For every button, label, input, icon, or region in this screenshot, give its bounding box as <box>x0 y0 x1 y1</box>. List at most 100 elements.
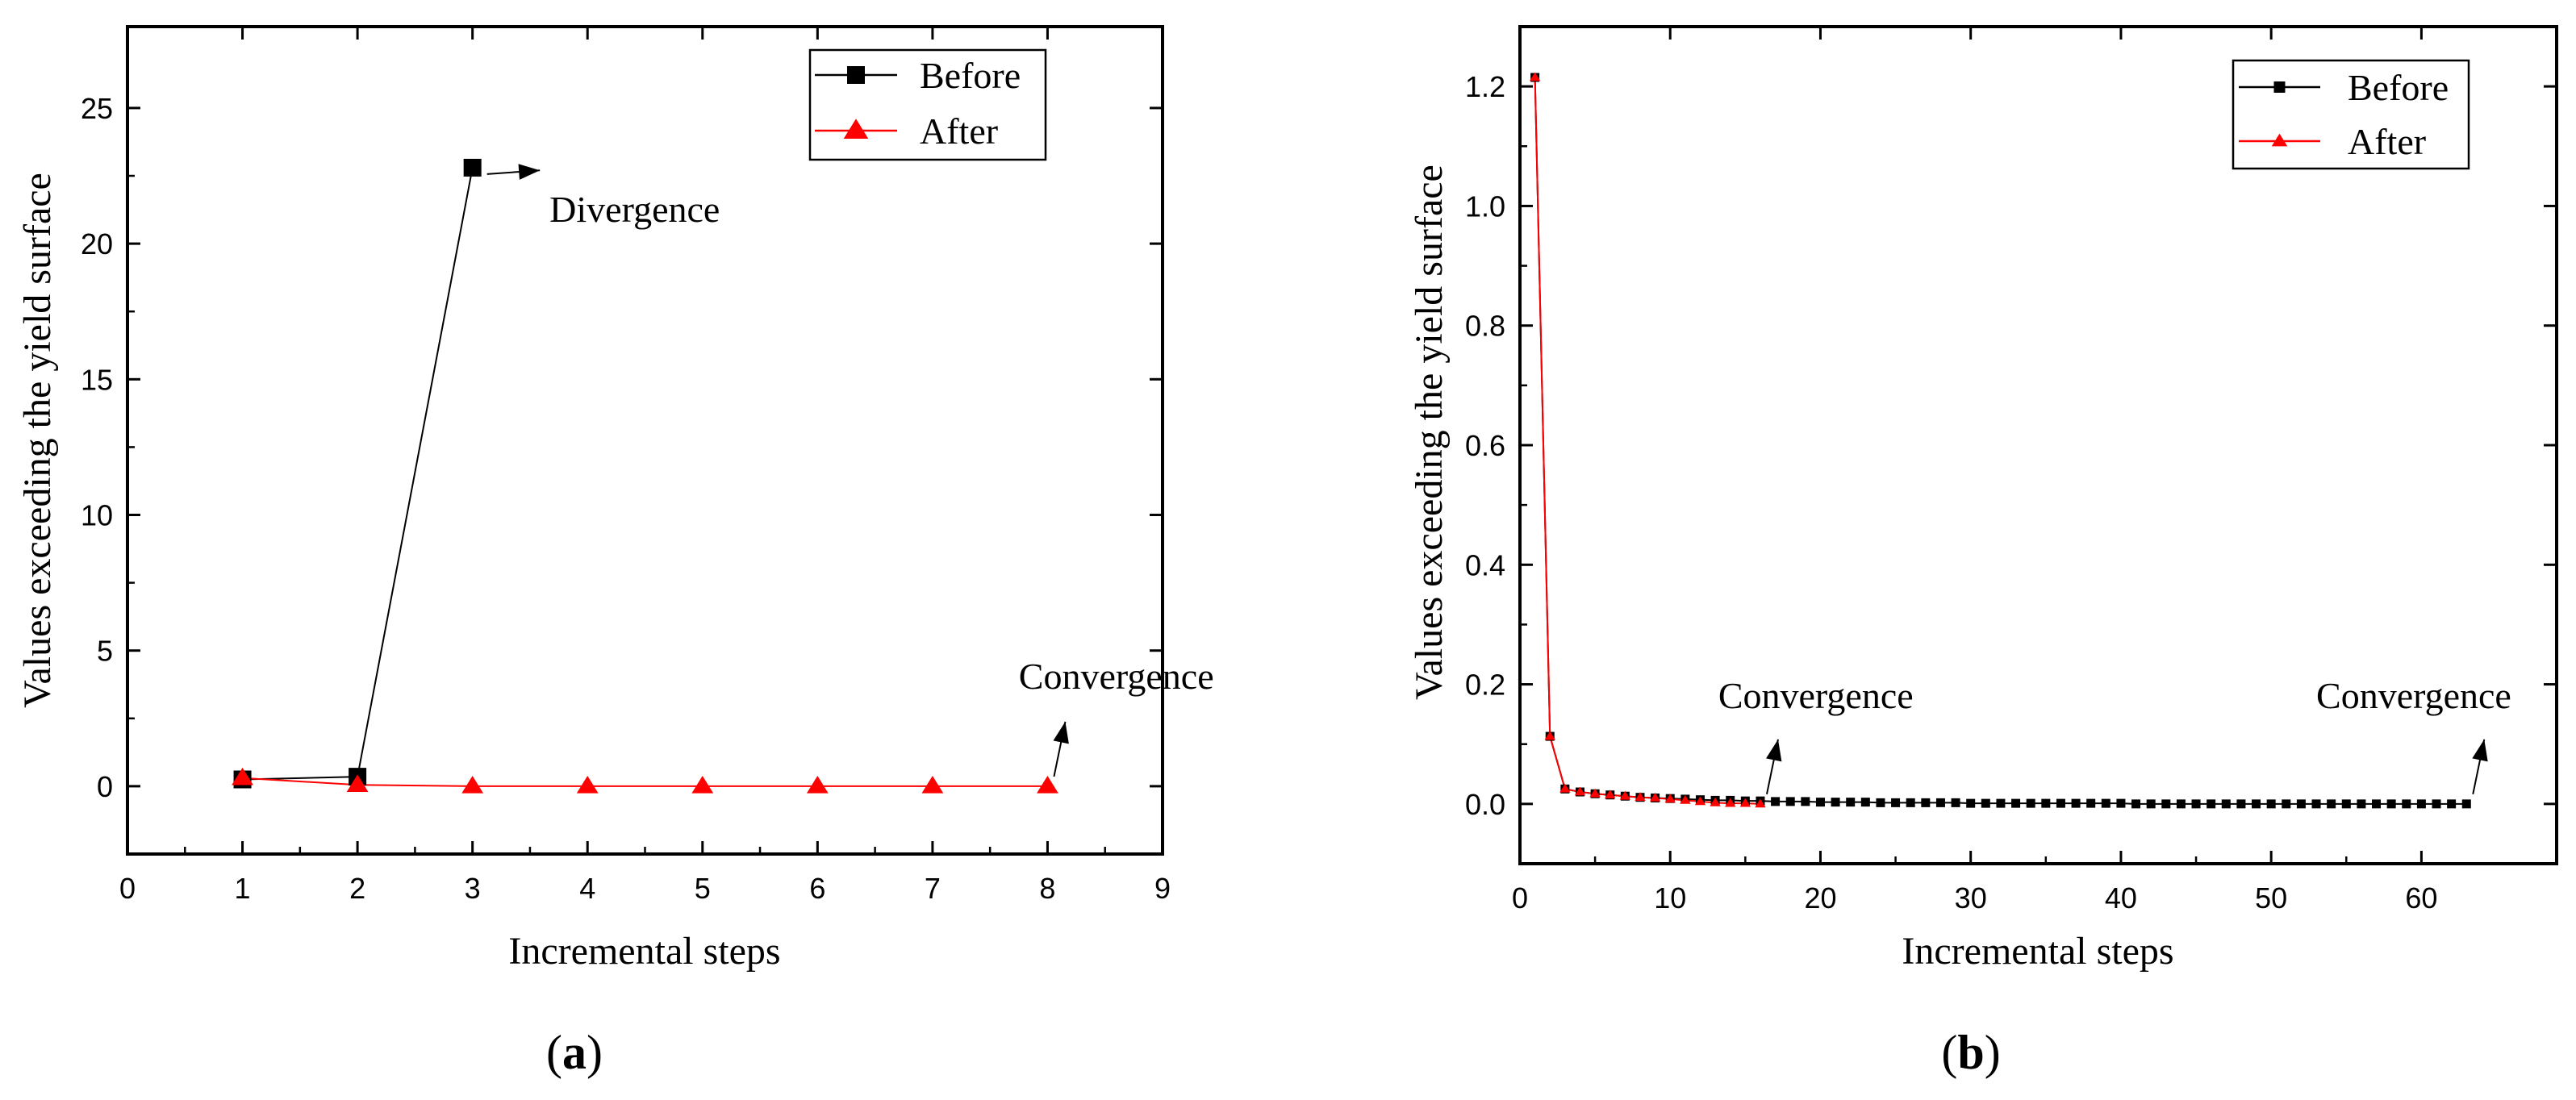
x-tick-label-a: 5 <box>695 872 711 905</box>
data-point-after-a <box>1037 776 1058 794</box>
data-point-after-b <box>1694 796 1706 806</box>
data-point-before-b <box>2086 798 2096 808</box>
chart-panel-b: 0 10 20 30 40 50 60 0.0 0.2 0.4 0.6 0.8 1.0 1.2 Conve… <box>1408 25 2558 1079</box>
data-point-before-b <box>1951 798 1960 807</box>
annotation-arrowhead-a <box>518 164 541 180</box>
annotation-arrowhead-a <box>1053 721 1069 744</box>
data-point-before-b <box>2131 799 2141 809</box>
data-point-after-b <box>1680 794 1691 804</box>
data-point-before-b <box>1831 798 1840 807</box>
data-point-before-a <box>463 158 482 177</box>
y-tick-label-b: 0.8 <box>1465 310 1505 343</box>
data-point-before-b <box>2432 799 2441 809</box>
series-line-after-a <box>242 777 1048 787</box>
data-point-after-b <box>1635 792 1646 802</box>
legend-a: Before After <box>808 48 1047 161</box>
data-point-after-b <box>1755 798 1766 808</box>
x-tick-label-b: 40 <box>2105 881 2137 915</box>
data-point-after-a <box>232 767 253 785</box>
legend-marker-before-a <box>847 66 865 84</box>
legend-marker-before-b <box>2273 81 2286 93</box>
legend-marker-after-b <box>2271 133 2288 147</box>
data-point-before-b <box>2041 798 2051 808</box>
legend-label-before-a: Before <box>920 55 1021 96</box>
data-point-before-b <box>1981 798 1990 808</box>
x-tick-label-a: 0 <box>119 872 136 905</box>
data-point-before-b <box>2176 799 2186 809</box>
y-tick-label-a: 20 <box>81 227 113 260</box>
x-axis-label-a: Incremental steps <box>508 930 780 973</box>
x-tick-label-a: 6 <box>809 872 825 905</box>
y-tick-label-b: 0.6 <box>1465 429 1505 462</box>
data-point-after-a <box>576 776 599 794</box>
data-point-after-a <box>461 776 484 794</box>
y-tick-label-b: 0.4 <box>1465 548 1505 581</box>
x-tick-label-b: 30 <box>1955 881 1987 915</box>
data-point-after-b <box>1725 798 1736 807</box>
y-axis-label-a: Values exceeding the yield surface <box>16 173 59 708</box>
legend-label-after-a: After <box>920 110 998 152</box>
data-point-before-b <box>2296 799 2306 809</box>
x-tick-label-a: 4 <box>579 872 595 905</box>
data-point-before-b <box>1891 798 1901 807</box>
data-point-before-b <box>2026 798 2035 808</box>
data-point-after-b <box>1559 783 1571 793</box>
data-point-before-b <box>2311 799 2321 809</box>
x-tick-label-b: 50 <box>2255 881 2287 915</box>
x-tick-label-a: 3 <box>465 872 481 905</box>
annotation-convergence-a: Convergence <box>1019 656 1214 697</box>
data-point-before-b <box>2101 798 2110 808</box>
data-point-before-b <box>1996 798 2006 808</box>
panel-label-a: (a) <box>546 1026 603 1079</box>
y-tick-label-b: 1.0 <box>1465 190 1505 223</box>
data-point-before-b <box>2282 799 2291 809</box>
annotation-arrowhead-b <box>1766 739 1782 762</box>
data-point-before-b <box>2461 799 2471 809</box>
data-point-before-b <box>1860 798 1870 807</box>
annotation-convergence-b: Convergence <box>2316 675 2511 716</box>
y-tick-label-b: 1.2 <box>1465 70 1505 103</box>
legend-box-b <box>2232 59 2470 170</box>
x-tick-label-a: 9 <box>1154 872 1171 905</box>
x-axis-label-b: Incremental steps <box>1902 930 2173 973</box>
legend-b: Before After <box>2232 59 2470 170</box>
x-tick-label-a: 8 <box>1039 872 1055 905</box>
data-point-before-b <box>2341 799 2351 809</box>
annotation-divergence-a: Divergence <box>549 189 720 230</box>
annotation-convergence-b: Convergence <box>1718 675 1914 716</box>
data-point-after-b <box>1605 790 1616 799</box>
x-tick-label-b: 10 <box>1654 881 1686 915</box>
data-point-before-b <box>1801 797 1810 806</box>
data-point-after-b <box>1664 794 1676 803</box>
data-point-before-b <box>1935 798 1945 807</box>
y-axis-label-b: Values exceeding the yield surface <box>1408 165 1451 700</box>
data-point-after-a <box>921 776 944 794</box>
legend-marker-after-a <box>843 119 869 139</box>
data-point-after-b <box>1529 72 1541 81</box>
data-point-before-b <box>2357 799 2366 809</box>
data-point-before-b <box>2071 798 2081 808</box>
data-point-before-b <box>2146 799 2156 809</box>
y-tick-label-b: 0.0 <box>1465 788 1505 821</box>
x-tick-label-a: 1 <box>235 872 251 905</box>
data-point-before-b <box>2252 799 2261 809</box>
series-line-after-b <box>1534 77 1761 805</box>
y-tick-label-a: 15 <box>81 363 113 396</box>
data-point-before-b <box>2386 799 2396 809</box>
x-tick-label-b: 20 <box>1804 881 1836 915</box>
panel-label-b: (b) <box>1941 1026 2000 1079</box>
data-point-before-b <box>2402 799 2411 809</box>
data-point-before-b <box>2207 799 2216 809</box>
data-point-before-b <box>2221 799 2231 809</box>
data-point-after-a <box>691 776 714 794</box>
x-tick-label-b: 60 <box>2405 881 2437 915</box>
data-point-after-b <box>1710 797 1721 806</box>
data-point-after-a <box>806 776 829 794</box>
data-point-before-b <box>2011 798 2021 808</box>
data-point-before-b <box>1876 798 1885 807</box>
data-point-before-b <box>1906 798 1915 807</box>
y-tick-label-a: 10 <box>81 499 113 532</box>
data-point-after-b <box>1574 786 1586 796</box>
y-tick-label-a: 0 <box>97 770 113 803</box>
